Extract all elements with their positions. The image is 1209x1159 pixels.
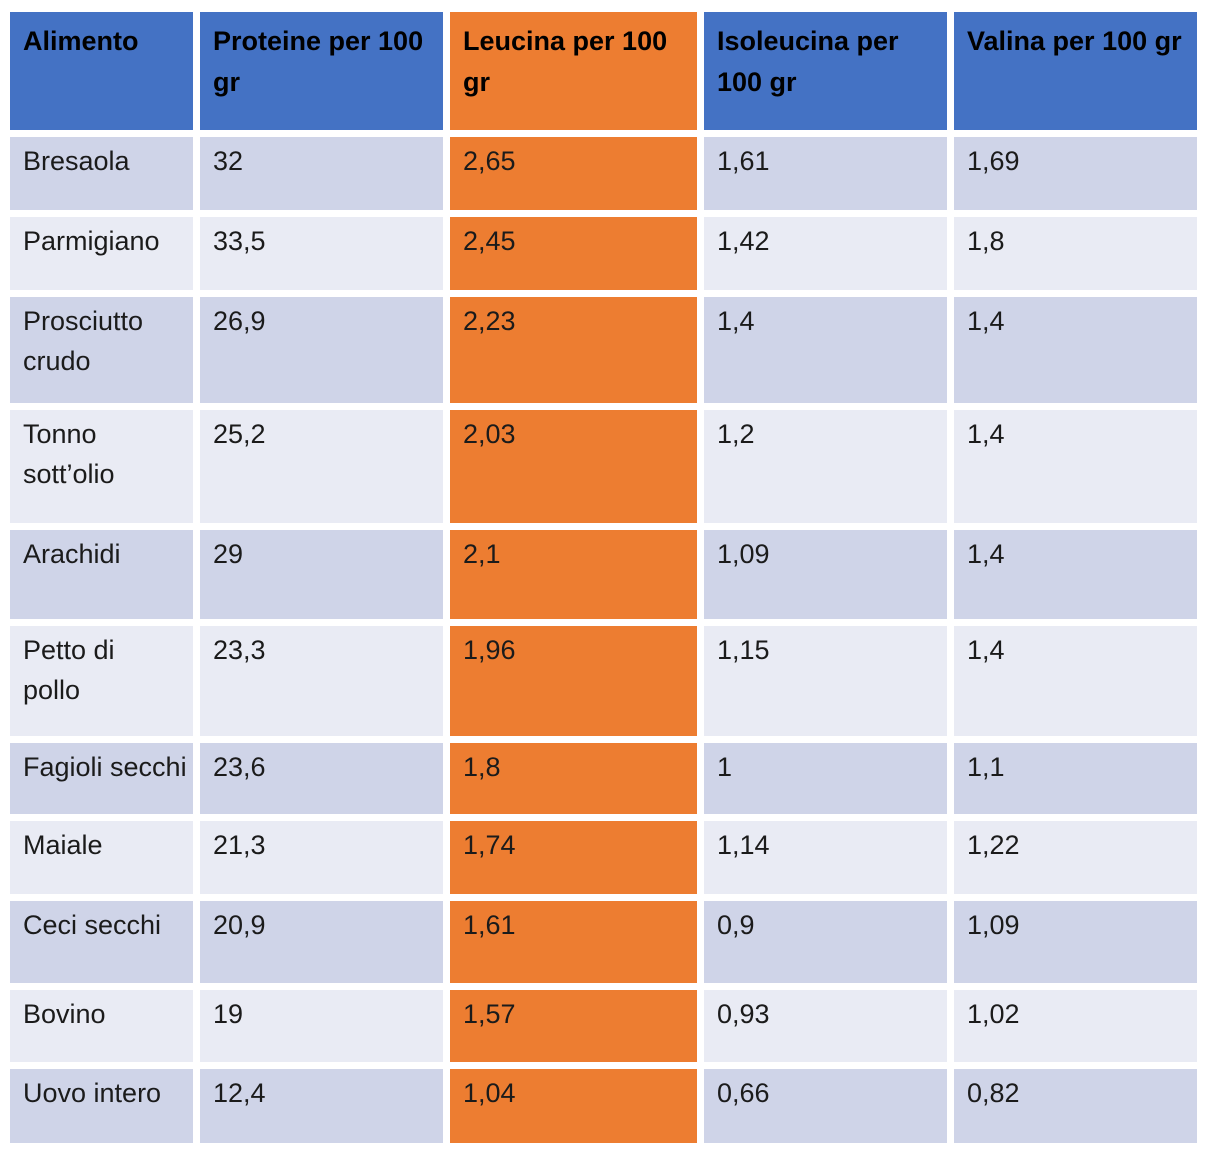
cell-proteine: 26,9 bbox=[200, 297, 443, 403]
cell-alimento: Arachidi bbox=[10, 530, 193, 619]
cell-valina: 1,4 bbox=[954, 626, 1197, 736]
cell-alimento: Bresaola bbox=[10, 137, 193, 210]
header-cell-leucina: Leucina per 100 gr bbox=[450, 12, 697, 130]
cell-isoleucina: 1,15 bbox=[704, 626, 947, 736]
cell-valina: 1,4 bbox=[954, 530, 1197, 619]
cell-proteine: 32 bbox=[200, 137, 443, 210]
cell-isoleucina: 1,42 bbox=[704, 217, 947, 290]
header-cell-alimento: Alimento bbox=[10, 12, 193, 130]
cell-proteine: 23,6 bbox=[200, 743, 443, 814]
cell-leucina: 1,61 bbox=[450, 901, 697, 983]
cell-proteine: 21,3 bbox=[200, 821, 443, 894]
cell-alimento: Maiale bbox=[10, 821, 193, 894]
header-cell-valina: Valina per 100 gr bbox=[954, 12, 1197, 130]
cell-valina: 1,1 bbox=[954, 743, 1197, 814]
cell-leucina: 1,74 bbox=[450, 821, 697, 894]
cell-isoleucina: 1,4 bbox=[704, 297, 947, 403]
cell-valina: 1,4 bbox=[954, 410, 1197, 523]
header-cell-proteine: Proteine per 100 gr bbox=[200, 12, 443, 130]
cell-leucina: 2,45 bbox=[450, 217, 697, 290]
cell-alimento: Ceci secchi bbox=[10, 901, 193, 983]
cell-valina: 1,69 bbox=[954, 137, 1197, 210]
cell-valina: 1,8 bbox=[954, 217, 1197, 290]
cell-leucina: 2,03 bbox=[450, 410, 697, 523]
cell-leucina: 1,04 bbox=[450, 1069, 697, 1143]
cell-isoleucina: 0,93 bbox=[704, 990, 947, 1062]
cell-leucina: 1,8 bbox=[450, 743, 697, 814]
cell-isoleucina: 1,2 bbox=[704, 410, 947, 523]
cell-alimento: Uovo intero bbox=[10, 1069, 193, 1143]
nutrition-table: Alimento Proteine per 100 gr Leucina per… bbox=[10, 12, 1197, 1143]
cell-valina: 0,82 bbox=[954, 1069, 1197, 1143]
cell-proteine: 25,2 bbox=[200, 410, 443, 523]
cell-alimento: Bovino bbox=[10, 990, 193, 1062]
cell-leucina: 1,96 bbox=[450, 626, 697, 736]
header-cell-isoleucina: Isoleucina per 100 gr bbox=[704, 12, 947, 130]
cell-proteine: 29 bbox=[200, 530, 443, 619]
cell-valina: 1,09 bbox=[954, 901, 1197, 983]
cell-valina: 1,02 bbox=[954, 990, 1197, 1062]
cell-leucina: 2,65 bbox=[450, 137, 697, 210]
cell-isoleucina: 1,09 bbox=[704, 530, 947, 619]
cell-proteine: 12,4 bbox=[200, 1069, 443, 1143]
cell-proteine: 23,3 bbox=[200, 626, 443, 736]
cell-leucina: 2,23 bbox=[450, 297, 697, 403]
cell-alimento: Prosciutto crudo bbox=[10, 297, 193, 403]
cell-valina: 1,4 bbox=[954, 297, 1197, 403]
cell-isoleucina: 0,9 bbox=[704, 901, 947, 983]
cell-alimento: Petto di pollo bbox=[10, 626, 193, 736]
cell-isoleucina: 1 bbox=[704, 743, 947, 814]
cell-isoleucina: 1,61 bbox=[704, 137, 947, 210]
cell-leucina: 2,1 bbox=[450, 530, 697, 619]
cell-valina: 1,22 bbox=[954, 821, 1197, 894]
cell-alimento: Parmigiano bbox=[10, 217, 193, 290]
cell-proteine: 20,9 bbox=[200, 901, 443, 983]
cell-isoleucina: 0,66 bbox=[704, 1069, 947, 1143]
cell-alimento: Fagioli secchi bbox=[10, 743, 193, 814]
cell-leucina: 1,57 bbox=[450, 990, 697, 1062]
cell-proteine: 33,5 bbox=[200, 217, 443, 290]
cell-proteine: 19 bbox=[200, 990, 443, 1062]
cell-alimento: Tonno sott’olio bbox=[10, 410, 193, 523]
cell-isoleucina: 1,14 bbox=[704, 821, 947, 894]
